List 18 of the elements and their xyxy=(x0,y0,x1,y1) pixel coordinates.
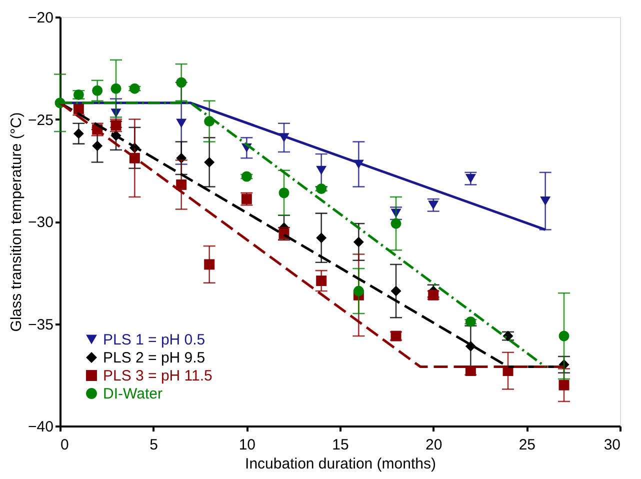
x-tick-label: 20 xyxy=(425,436,442,454)
x-axis-title: Incubation duration (months) xyxy=(245,456,436,472)
x-tick-label: 5 xyxy=(150,436,158,454)
legend-label: DI-Water xyxy=(103,386,162,402)
x-tick-label: 25 xyxy=(518,436,536,454)
x-tick-label: 30 xyxy=(604,436,620,454)
y-tick-label: −30 xyxy=(28,214,54,231)
legend-label: PLS 2 = pH 9.5 xyxy=(103,350,206,366)
x-tick-label: 10 xyxy=(238,436,256,454)
legend-label: PLS 1 = pH 0.5 xyxy=(103,332,206,348)
x-tick-label: 15 xyxy=(332,436,349,454)
y-axis-title: Glass transition temperature (°C) xyxy=(8,112,26,332)
y-tick-label: −20 xyxy=(28,10,54,26)
y-tick-label: −25 xyxy=(28,112,54,129)
x-tick-label: 0 xyxy=(60,436,69,454)
y-tick-label: −35 xyxy=(28,316,54,334)
y-tick-label: −40 xyxy=(28,418,54,436)
legend-label: PLS 3 = pH 11.5 xyxy=(103,368,212,384)
